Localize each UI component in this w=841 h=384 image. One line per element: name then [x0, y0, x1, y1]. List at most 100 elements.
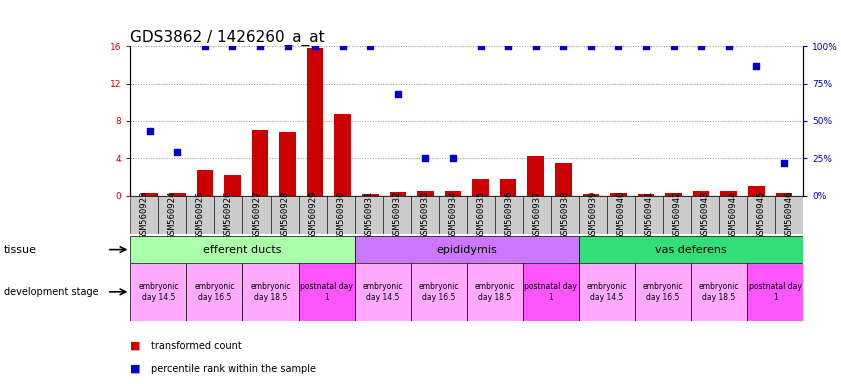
Bar: [130, 236, 355, 263]
Text: GSM560933: GSM560933: [420, 191, 429, 239]
Text: postnatal day
1: postnatal day 1: [525, 282, 577, 301]
Text: GSM560944: GSM560944: [728, 191, 738, 239]
Bar: [439, 196, 467, 234]
Point: [501, 43, 515, 49]
Point: [722, 43, 735, 49]
Bar: [279, 132, 296, 196]
Bar: [410, 196, 439, 234]
Point: [473, 43, 487, 49]
Bar: [747, 263, 803, 321]
Bar: [251, 130, 268, 196]
Bar: [635, 263, 691, 321]
Text: GSM560935: GSM560935: [476, 191, 485, 239]
Bar: [130, 196, 158, 234]
Bar: [299, 263, 355, 321]
Bar: [610, 193, 627, 196]
Text: GSM560937: GSM560937: [532, 191, 542, 239]
Point: [749, 63, 763, 69]
Bar: [691, 196, 719, 234]
Text: tissue: tissue: [4, 245, 37, 255]
Point: [225, 43, 239, 49]
Text: GSM560938: GSM560938: [560, 191, 569, 239]
Point: [336, 43, 349, 49]
Bar: [410, 263, 467, 321]
Text: embryonic
day 16.5: embryonic day 16.5: [419, 282, 459, 301]
Point: [391, 91, 405, 97]
Point: [281, 43, 294, 49]
Point: [253, 43, 267, 49]
Bar: [130, 263, 187, 321]
Bar: [355, 263, 410, 321]
Bar: [637, 194, 654, 196]
Bar: [555, 163, 572, 196]
Bar: [775, 193, 792, 196]
Text: efferent ducts: efferent ducts: [204, 245, 282, 255]
Text: GSM560934: GSM560934: [448, 191, 458, 239]
Bar: [527, 156, 544, 196]
Point: [611, 43, 625, 49]
Bar: [495, 196, 523, 234]
Bar: [691, 263, 747, 321]
Bar: [719, 196, 747, 234]
Point: [419, 156, 432, 162]
Text: postnatal day
1: postnatal day 1: [300, 282, 353, 301]
Text: GSM560930: GSM560930: [336, 191, 345, 239]
Bar: [523, 263, 579, 321]
Text: GSM560941: GSM560941: [644, 191, 653, 239]
Bar: [467, 263, 523, 321]
Text: embryonic
day 14.5: embryonic day 14.5: [138, 282, 178, 301]
Bar: [187, 263, 242, 321]
Text: embryonic
day 16.5: embryonic day 16.5: [643, 282, 683, 301]
Text: ■: ■: [130, 364, 145, 374]
Text: embryonic
day 18.5: embryonic day 18.5: [699, 282, 739, 301]
Bar: [693, 191, 710, 196]
Bar: [583, 194, 599, 196]
Text: GSM560939: GSM560939: [589, 191, 597, 239]
Bar: [299, 196, 326, 234]
Point: [557, 43, 570, 49]
Text: GSM560946: GSM560946: [785, 191, 794, 239]
Point: [584, 43, 598, 49]
Text: GSM560931: GSM560931: [364, 191, 373, 239]
Bar: [242, 196, 271, 234]
Bar: [362, 194, 378, 196]
Bar: [607, 196, 635, 234]
Text: GSM560925: GSM560925: [196, 191, 205, 239]
Text: embryonic
day 16.5: embryonic day 16.5: [194, 282, 235, 301]
Point: [529, 43, 542, 49]
Text: transformed count: transformed count: [151, 341, 242, 351]
Bar: [467, 196, 495, 234]
Bar: [307, 48, 324, 196]
Point: [639, 43, 653, 49]
Text: postnatal day
1: postnatal day 1: [748, 282, 801, 301]
Point: [143, 128, 156, 134]
Text: embryonic
day 18.5: embryonic day 18.5: [474, 282, 515, 301]
Bar: [158, 196, 187, 234]
Bar: [383, 196, 410, 234]
Text: GDS3862 / 1426260_a_at: GDS3862 / 1426260_a_at: [130, 30, 325, 46]
Bar: [417, 191, 434, 196]
Text: GSM560932: GSM560932: [392, 191, 401, 239]
Text: vas deferens: vas deferens: [655, 245, 727, 255]
Bar: [663, 196, 691, 234]
Text: GSM560940: GSM560940: [616, 191, 626, 239]
Bar: [224, 175, 241, 196]
Text: GSM560926: GSM560926: [224, 191, 233, 239]
Text: GSM560923: GSM560923: [140, 191, 149, 239]
Bar: [665, 193, 682, 196]
Text: GSM560945: GSM560945: [757, 191, 765, 239]
Bar: [721, 191, 737, 196]
Text: epididymis: epididymis: [436, 245, 497, 255]
Point: [309, 43, 322, 49]
Text: embryonic
day 18.5: embryonic day 18.5: [251, 282, 291, 301]
Text: GSM560936: GSM560936: [505, 191, 513, 239]
Text: GSM560942: GSM560942: [673, 191, 681, 239]
Bar: [748, 187, 764, 196]
Bar: [326, 196, 355, 234]
Point: [171, 149, 184, 156]
Text: GSM560929: GSM560929: [308, 191, 317, 239]
Bar: [242, 263, 299, 321]
Bar: [389, 192, 406, 196]
Bar: [335, 114, 351, 196]
Bar: [271, 196, 299, 234]
